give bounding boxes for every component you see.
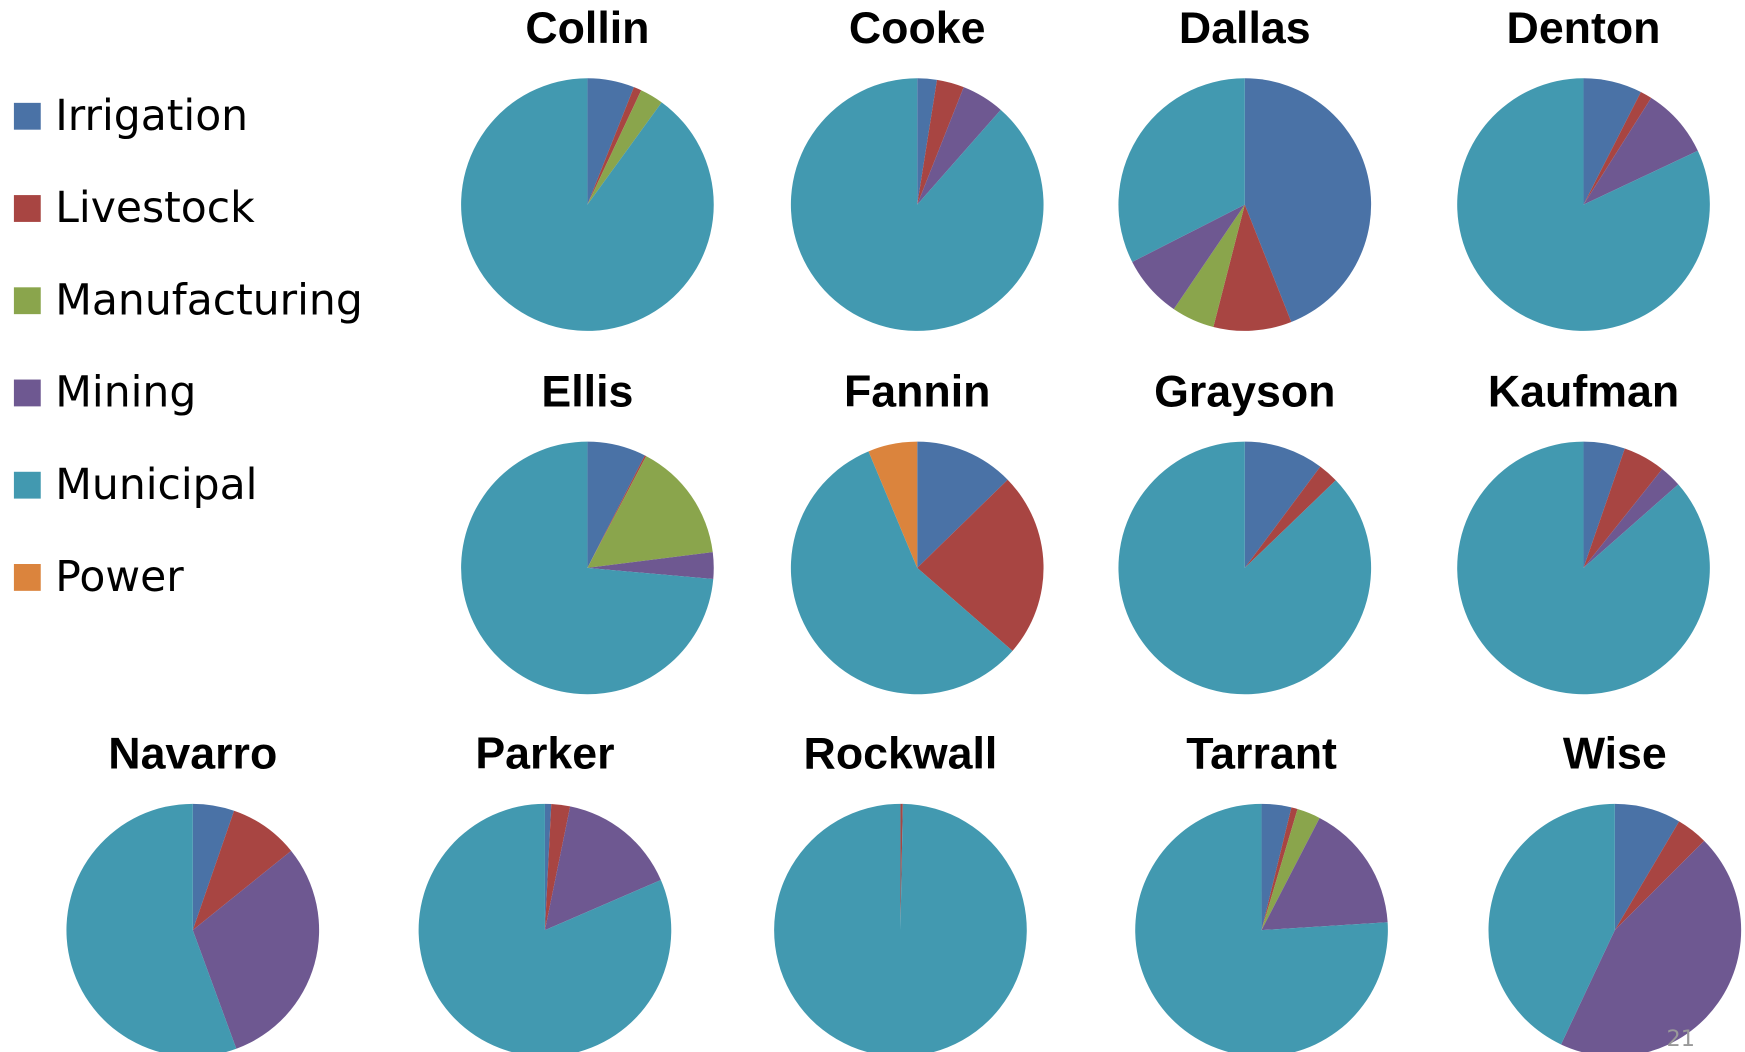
pie-slice bbox=[587, 90, 662, 205]
pie-slice bbox=[544, 806, 661, 931]
pie-title: Fannin bbox=[844, 367, 991, 416]
legend-label: Irrigation bbox=[55, 92, 248, 141]
page-number: 21 bbox=[1667, 1026, 1695, 1052]
pie-slice bbox=[587, 441, 645, 568]
pie-slice bbox=[1561, 840, 1742, 1052]
pie-slice bbox=[1583, 92, 1652, 205]
pie-slice bbox=[1118, 78, 1245, 262]
pie-slice bbox=[917, 79, 964, 205]
pie-slice bbox=[587, 78, 634, 205]
pie-slice bbox=[1135, 803, 1388, 1052]
pie-title: Navarro bbox=[108, 730, 277, 779]
legend-swatch bbox=[13, 471, 41, 499]
pie-slice bbox=[917, 87, 1001, 205]
pie-slice bbox=[1173, 204, 1245, 327]
pie-slice bbox=[1244, 78, 1372, 323]
pie-slice bbox=[587, 456, 713, 568]
pie-slice bbox=[1213, 204, 1292, 331]
pie-slice bbox=[587, 552, 714, 580]
legend-label: Manufacturing bbox=[55, 276, 363, 325]
pie-slice bbox=[461, 441, 714, 695]
pie-slice bbox=[917, 441, 1008, 568]
pie-title: Denton bbox=[1507, 4, 1661, 53]
pie-title: Parker bbox=[475, 730, 614, 779]
legend-swatch bbox=[13, 287, 41, 315]
legend-label: Mining bbox=[55, 369, 196, 418]
legend-swatch bbox=[13, 564, 41, 591]
pie-slice bbox=[192, 850, 320, 1049]
legend-swatch bbox=[13, 195, 41, 222]
pie-slice bbox=[1132, 204, 1245, 310]
pie-slice bbox=[587, 87, 642, 205]
pie-slice bbox=[790, 78, 1044, 331]
pie-title: Wise bbox=[1563, 730, 1667, 779]
legend-swatch bbox=[13, 102, 41, 130]
pie-slice bbox=[66, 803, 237, 1052]
pie-slice bbox=[192, 803, 235, 931]
pie-slice bbox=[418, 803, 672, 1052]
pie-title: Collin bbox=[525, 4, 649, 53]
legend-label: Livestock bbox=[55, 184, 255, 233]
pie-slice bbox=[900, 803, 903, 931]
pie-title: Grayson bbox=[1154, 367, 1335, 416]
pie-title: Dallas bbox=[1179, 4, 1311, 53]
pie-slice bbox=[1583, 448, 1663, 568]
pie-slice bbox=[192, 810, 292, 931]
pie-slice bbox=[917, 78, 937, 205]
pie-slice bbox=[1488, 803, 1615, 1045]
pie-slice bbox=[1457, 441, 1710, 695]
pie-title: Rockwall bbox=[804, 730, 998, 779]
pie-slice bbox=[1244, 466, 1336, 568]
pie-title: Cooke bbox=[849, 4, 986, 53]
pie-slice bbox=[1261, 817, 1388, 931]
pie-slice bbox=[1261, 803, 1292, 931]
pie-slice bbox=[544, 803, 571, 931]
legend-label: Power bbox=[55, 553, 184, 602]
pie-slice bbox=[1261, 807, 1298, 931]
pie-slice bbox=[868, 441, 918, 568]
pie-slice bbox=[1614, 821, 1705, 931]
pie-slice bbox=[1457, 78, 1710, 331]
pie-slice bbox=[1244, 441, 1321, 568]
legend-label: Municipal bbox=[55, 461, 257, 510]
pie-slice bbox=[1583, 441, 1625, 568]
legend-swatch bbox=[13, 379, 41, 407]
pie-slice bbox=[1261, 809, 1320, 931]
pie-slice bbox=[461, 78, 714, 331]
pie-slice bbox=[587, 455, 647, 568]
pie-slice bbox=[1583, 78, 1641, 205]
pie-title: Ellis bbox=[541, 367, 633, 416]
pie-slice bbox=[1118, 441, 1372, 695]
pie-slice bbox=[544, 803, 552, 931]
pie-slice bbox=[917, 479, 1044, 651]
pie-slice bbox=[1583, 469, 1679, 568]
pie-slice bbox=[790, 451, 1013, 695]
pie-title: Tarrant bbox=[1186, 730, 1337, 779]
pie-slice bbox=[1583, 97, 1698, 205]
pie-slice bbox=[774, 803, 1027, 1052]
pie-slice bbox=[1614, 803, 1680, 931]
pie-title: Kaufman bbox=[1488, 367, 1679, 416]
